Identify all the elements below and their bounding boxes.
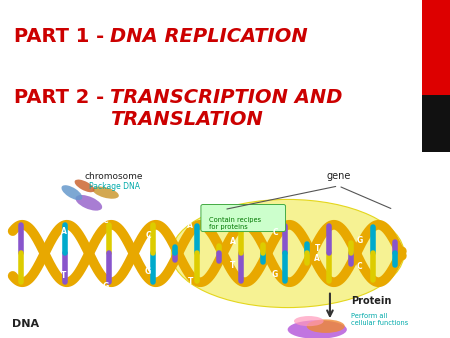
Text: PART 2 -: PART 2 - xyxy=(14,88,110,107)
Ellipse shape xyxy=(93,187,119,199)
Text: gene: gene xyxy=(326,171,351,181)
Text: C: C xyxy=(357,262,362,271)
Text: DNA: DNA xyxy=(12,319,39,330)
Text: TRANSLATION: TRANSLATION xyxy=(110,110,263,129)
Text: Protein: Protein xyxy=(351,296,392,306)
Ellipse shape xyxy=(288,320,347,338)
Text: chromosome: chromosome xyxy=(85,172,144,181)
Ellipse shape xyxy=(62,185,82,200)
Text: A: A xyxy=(314,254,320,263)
Text: G: G xyxy=(356,236,363,245)
Ellipse shape xyxy=(76,195,102,211)
Text: A: A xyxy=(230,237,236,245)
Text: T: T xyxy=(230,262,235,270)
Text: T: T xyxy=(61,271,66,280)
Bar xyxy=(422,95,450,152)
Ellipse shape xyxy=(75,179,94,192)
Bar xyxy=(422,0,450,95)
Text: PART 1 -: PART 1 - xyxy=(14,27,110,46)
Text: TRANSCRIPTION AND: TRANSCRIPTION AND xyxy=(110,88,343,107)
Text: Package DNA: Package DNA xyxy=(89,182,140,191)
Text: DNA REPLICATION: DNA REPLICATION xyxy=(110,27,308,46)
Text: A: A xyxy=(60,227,67,236)
Ellipse shape xyxy=(294,316,324,326)
Ellipse shape xyxy=(171,199,404,308)
Text: G: G xyxy=(145,267,151,276)
Ellipse shape xyxy=(306,319,345,333)
Text: C: C xyxy=(103,216,108,225)
Text: T: T xyxy=(315,244,320,253)
Text: C: C xyxy=(145,231,151,240)
FancyBboxPatch shape xyxy=(201,204,286,232)
Text: T: T xyxy=(188,277,193,286)
Text: C: C xyxy=(272,228,278,237)
Text: A: A xyxy=(187,221,194,230)
Text: Contain recipes
for proteins: Contain recipes for proteins xyxy=(209,217,261,231)
Text: G: G xyxy=(103,282,109,291)
Text: G: G xyxy=(272,270,278,279)
Text: Perform all
cellular functions: Perform all cellular functions xyxy=(351,313,408,326)
